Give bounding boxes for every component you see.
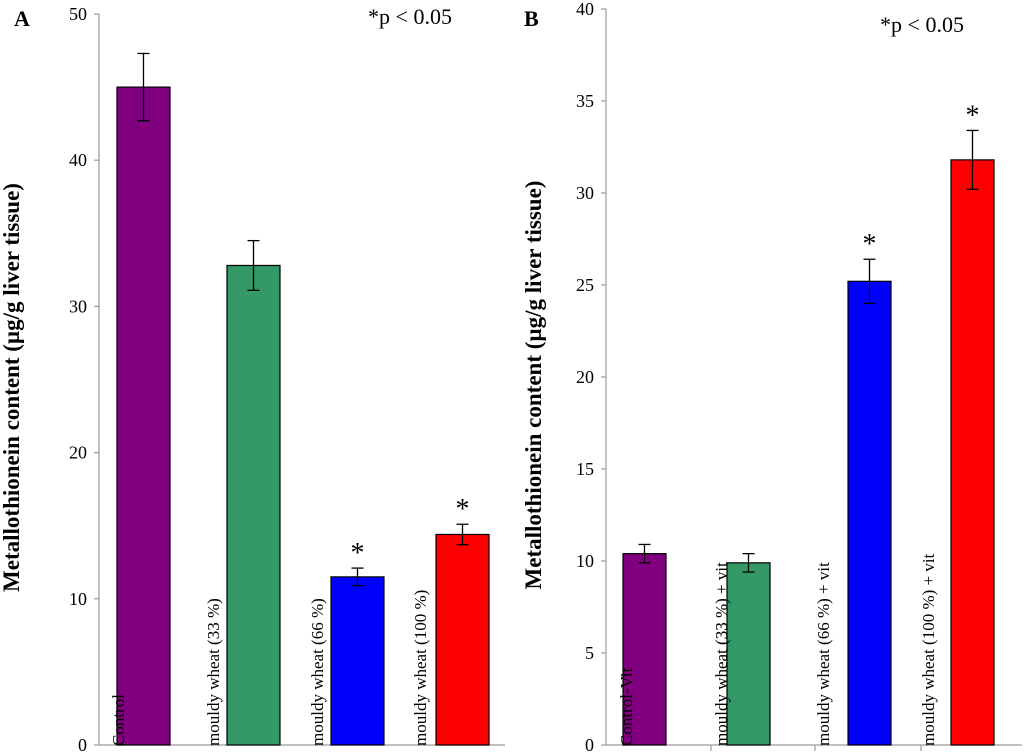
chart-panel-b: 0 5 10 15 20 25 30 35 40 Control-Vit mouldy wheat … (521, 0, 1022, 754)
y-tick-label: 50 (69, 4, 87, 24)
bar (330, 576, 385, 746)
y-tick-label: 20 (69, 443, 87, 463)
category-label: mouldy wheat (66 %) + vit (814, 562, 833, 746)
y-tick-label: 0 (78, 735, 87, 754)
significance-star: * (863, 229, 877, 260)
y-axis-title: Metallothionein content (µg/g liver tiss… (0, 183, 24, 592)
category-label: mouldy wheat (33 %) + vit (712, 562, 731, 746)
category-label: Control (109, 694, 128, 746)
y-tick-label: 35 (576, 91, 594, 111)
significance-star: * (351, 538, 365, 569)
category-label: Control-Vit (617, 667, 636, 746)
bar (435, 533, 490, 746)
chart-panel-a: 0 10 20 30 40 50 Control mouldy wheat (33 %) * mo… (0, 4, 505, 754)
y-tick-label: 40 (69, 150, 87, 170)
significance-star: * (456, 494, 470, 525)
category-label: mouldy wheat (33 %) (204, 598, 223, 746)
significance-note: *p < 0.05 (368, 4, 452, 29)
y-tick-label: 10 (576, 551, 594, 571)
y-tick-label: 15 (576, 459, 594, 479)
category-label: mouldy wheat (100 %) (411, 590, 430, 746)
y-tick-label: 40 (576, 0, 594, 19)
significance-note: *p < 0.05 (880, 12, 964, 37)
y-tick-label: 25 (576, 275, 594, 295)
bar (847, 280, 892, 746)
bar (226, 264, 281, 746)
bar (950, 159, 995, 746)
y-tick-label: 20 (576, 367, 594, 387)
category-label: mouldy wheat (100 %) + vit (919, 553, 938, 746)
y-tick-label: 5 (585, 643, 594, 663)
bar (116, 86, 171, 746)
bar (726, 562, 771, 746)
y-tick-label: 10 (69, 589, 87, 609)
panel-label: A (14, 6, 30, 31)
y-tick-label: 0 (585, 735, 594, 754)
category-label: mouldy wheat (66 %) (308, 598, 327, 746)
y-tick-label: 30 (69, 296, 87, 316)
y-tick-label: 30 (576, 183, 594, 203)
panel-label: B (524, 6, 539, 31)
y-axis-title: Metallothionein content (µg/g liver tiss… (521, 181, 546, 590)
significance-star: * (966, 100, 980, 131)
